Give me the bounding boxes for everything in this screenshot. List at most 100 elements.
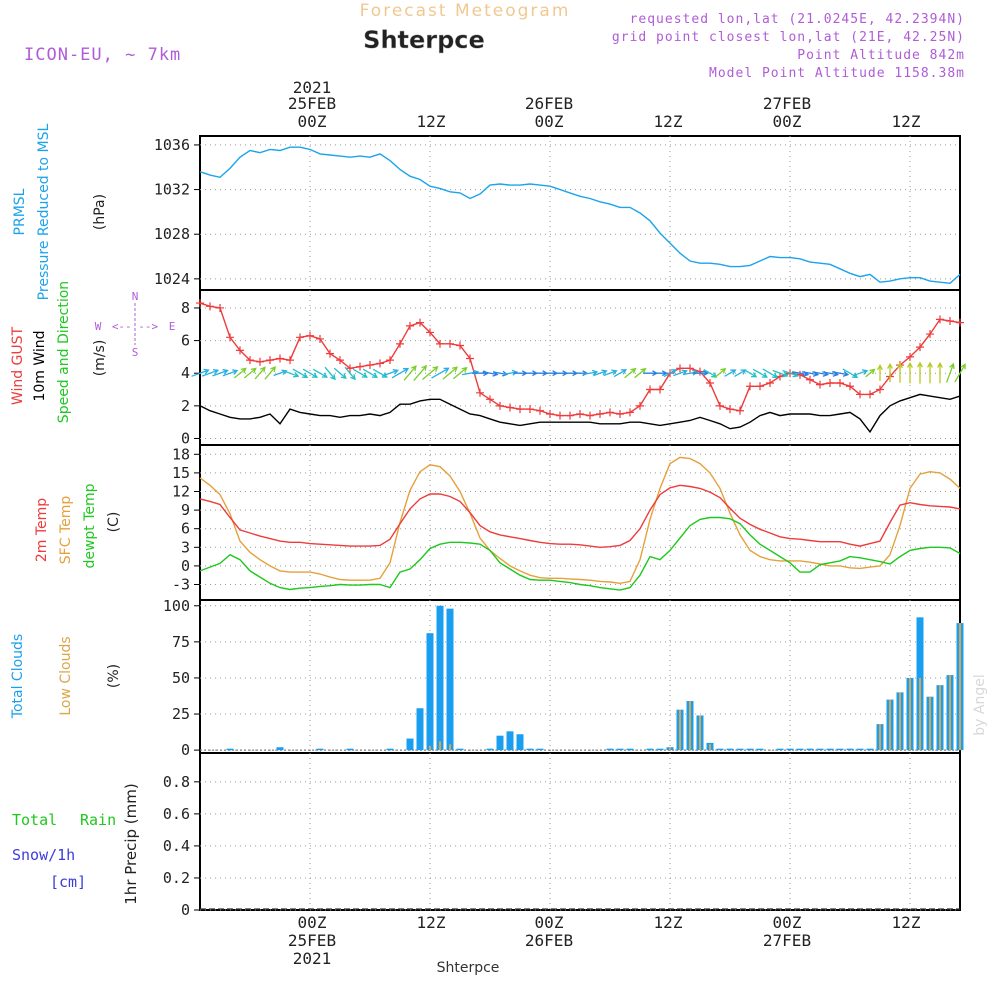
wind-gust-marker [276,354,284,363]
clouds-ytick-label: 100 [163,597,190,615]
pressure-panel: 1024 1028 1032 1036 [154,135,961,291]
wind-direction-arrow [333,367,347,379]
wind-gust-marker [306,331,314,340]
wind-gust-marker [686,364,694,373]
wind-gust-marker [946,317,954,325]
super-title: Forecast Meteogram [360,1,571,21]
wind-gust-marker [416,318,424,327]
wind-gust-marker [826,379,834,387]
total-cloud-bar [846,748,854,751]
pressure-ytick-label: 1028 [154,225,190,243]
total-cloud-bar [436,605,444,751]
pressure-panel-labels: PRMSL Pressure Reduced to MSL (hPa) [12,123,108,300]
compass-e: E [169,320,176,333]
wind-gust-marker [716,401,724,410]
total-cloud-bar [626,748,634,751]
wind-gust-marker [546,410,554,418]
wind-ytick-label: 2 [181,397,190,415]
wind-gust-marker [396,339,404,348]
low-cloud-bar [669,747,671,751]
wind-gust-marker [606,408,614,417]
wind-gust-marker [346,364,354,373]
label-total-clouds: Total Clouds [10,634,26,719]
wind-direction-arrow [264,366,276,380]
top-tick-00z-1: 00Z [298,112,327,131]
total-cloud-bar [776,748,784,751]
model-label: ICON-EU, ~ 7km [24,45,181,65]
location-title: Shterpce [363,26,485,54]
compass-s: S [132,346,139,359]
total-cloud-bar [746,748,754,751]
wind-gust-marker [746,382,754,391]
top-date-25feb: 25FEB [288,94,336,113]
wind-ytick-label: 6 [181,332,190,350]
pressure-ytick-label: 1036 [154,136,190,154]
total-cloud-bar [426,633,434,751]
label-10m-wind: 10m Wind [32,330,48,401]
wind-gust-marker [856,390,864,399]
temp-2m-line [199,484,961,549]
wind-gust-marker [366,361,374,370]
label-2m-temp: 2m Temp [34,498,50,562]
total-cloud-bar [506,731,514,751]
wind-gust-marker [916,343,924,352]
pressure-line [199,146,961,285]
wind-direction-arrow [431,367,450,379]
total-cloud-bar [836,748,844,751]
total-cloud-bar [806,748,814,751]
top-tick-00z-3: 00Z [773,112,802,131]
wind-direction-arrow [302,368,319,378]
wind-ytick-label: 8 [181,299,190,317]
precip-ytick-label: 0.6 [163,805,190,823]
low-cloud-bar [939,685,941,751]
wind-gust-marker [586,411,594,420]
wind-gust-marker [316,334,324,343]
wind-gust-marker [406,321,414,330]
wind-gust-marker [256,357,264,366]
wind-direction-arrow [865,368,876,378]
wind-direction-arrow [503,369,519,376]
label-1hr-precip: 1hr Precip (mm) [122,783,140,904]
wind-gust-marker [706,379,714,387]
wind-direction-arrow [937,361,943,384]
wind-direction-arrow [782,369,799,378]
total-cloud-bar [226,748,234,751]
temperature-ytick-label: -3 [172,576,190,594]
temperature-ytick-label: 9 [181,501,190,519]
low-cloud-bar [689,701,691,751]
wind-gust-marker [426,328,434,337]
wind-direction-arrow [877,364,883,381]
wind-gust-marker [866,390,874,399]
wind-gust-marker [386,356,394,365]
total-cloud-bar [786,748,794,751]
wind-gust-marker [446,339,454,348]
temperature-ytick-label: 0 [181,557,190,575]
requested-coords: requested lon,lat (21.0245E, 42.2394N) [630,12,965,27]
total-cloud-bar [416,708,424,751]
wind-direction-arrow [442,366,459,380]
wind-gust-marker [216,303,224,312]
total-cloud-bar [856,748,864,751]
wind-direction-arrow [391,367,410,379]
total-cloud-bar [826,748,834,751]
wind-gust-marker [876,385,884,394]
wind-gust-marker [196,299,204,308]
wind-direction-arrow [344,366,356,381]
bottom-time-axis: 00Z 12Z 00Z 12Z 00Z 12Z 25FEB 26FEB 27FE… [288,913,921,976]
wind-gust-marker [956,318,964,327]
wind-gust-marker [526,405,534,414]
wind-gust-marker [736,406,744,415]
top-date-27feb: 27FEB [763,94,811,113]
wind-gust-marker [436,339,444,348]
wind-direction-arrow [382,369,399,377]
clouds-ytick-label: 50 [172,669,190,687]
wind-gust-marker [656,385,664,394]
wind-gust-marker [816,380,824,389]
total-cloud-bar [456,748,464,751]
wind-gust-marker [496,401,504,410]
total-cloud-bar [446,608,454,751]
top-tick-00z-2: 00Z [535,112,564,131]
bottom-tick-12z-3: 12Z [892,913,921,932]
low-cloud-bar [919,677,921,751]
